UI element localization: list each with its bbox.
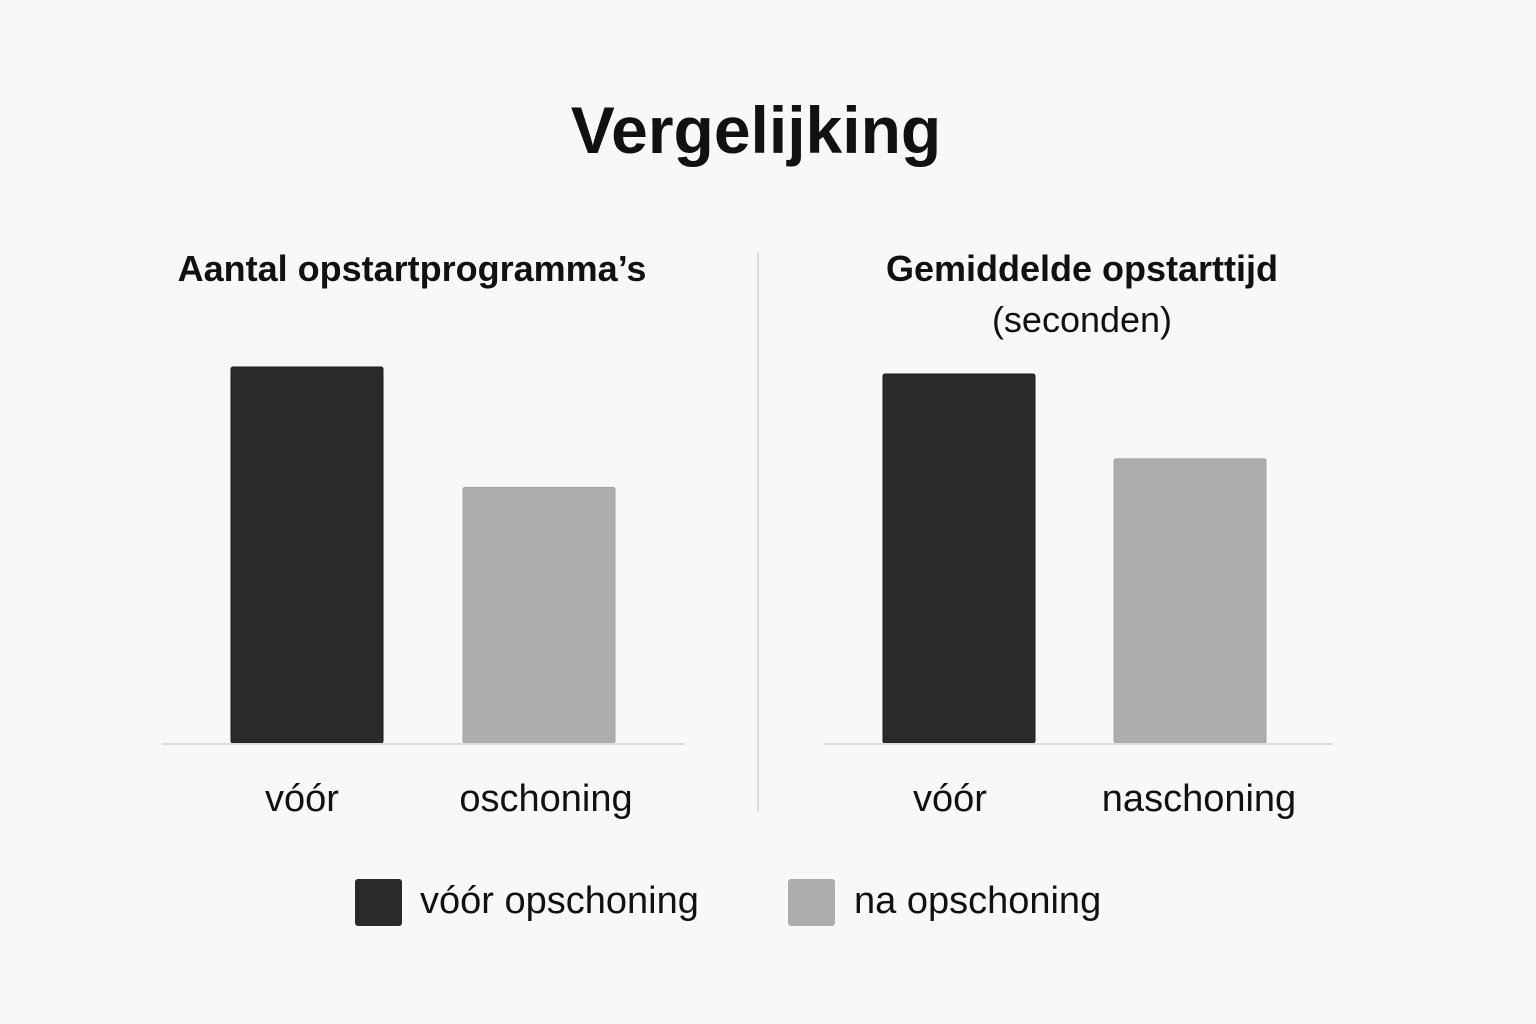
legend: vóór opschoning na opschoning <box>355 879 1101 926</box>
bar-startup-time-before <box>882 373 1036 744</box>
xtick-label-startup-programs-before: vóór <box>265 778 339 820</box>
legend-label-after: na opschoning <box>854 880 1101 922</box>
chart-panel-startup-programs: Aantal opstartprogramma’s vóór oschoning <box>162 248 685 820</box>
xtick-label-startup-programs-after: oschoning <box>459 778 632 820</box>
xtick-label-startup-time-before: vóór <box>913 778 987 820</box>
xticks-startup-programs: vóór oschoning <box>265 778 633 820</box>
xticks-startup-time: vóór naschoning <box>913 778 1296 820</box>
legend-swatch-before <box>355 879 402 926</box>
figure-title: Vergelijking <box>571 93 941 167</box>
chart-subtitle-startup-time: (seconden) <box>992 299 1172 340</box>
legend-label-before: vóór opschoning <box>420 880 699 922</box>
bars-startup-time <box>882 373 1267 744</box>
chart-panel-startup-time: Gemiddelde opstarttijd (seconden) vóór na… <box>824 248 1333 820</box>
legend-swatch-after <box>788 879 835 926</box>
bars-startup-programs <box>230 366 616 744</box>
chart-title-startup-time: Gemiddelde opstarttijd <box>886 248 1278 289</box>
bar-startup-programs-before <box>230 366 384 744</box>
bar-startup-programs-after <box>462 486 616 744</box>
bar-startup-time-after <box>1113 458 1267 744</box>
chart-title-startup-programs: Aantal opstartprogramma’s <box>178 248 647 289</box>
xtick-label-startup-time-after: naschoning <box>1102 778 1296 820</box>
